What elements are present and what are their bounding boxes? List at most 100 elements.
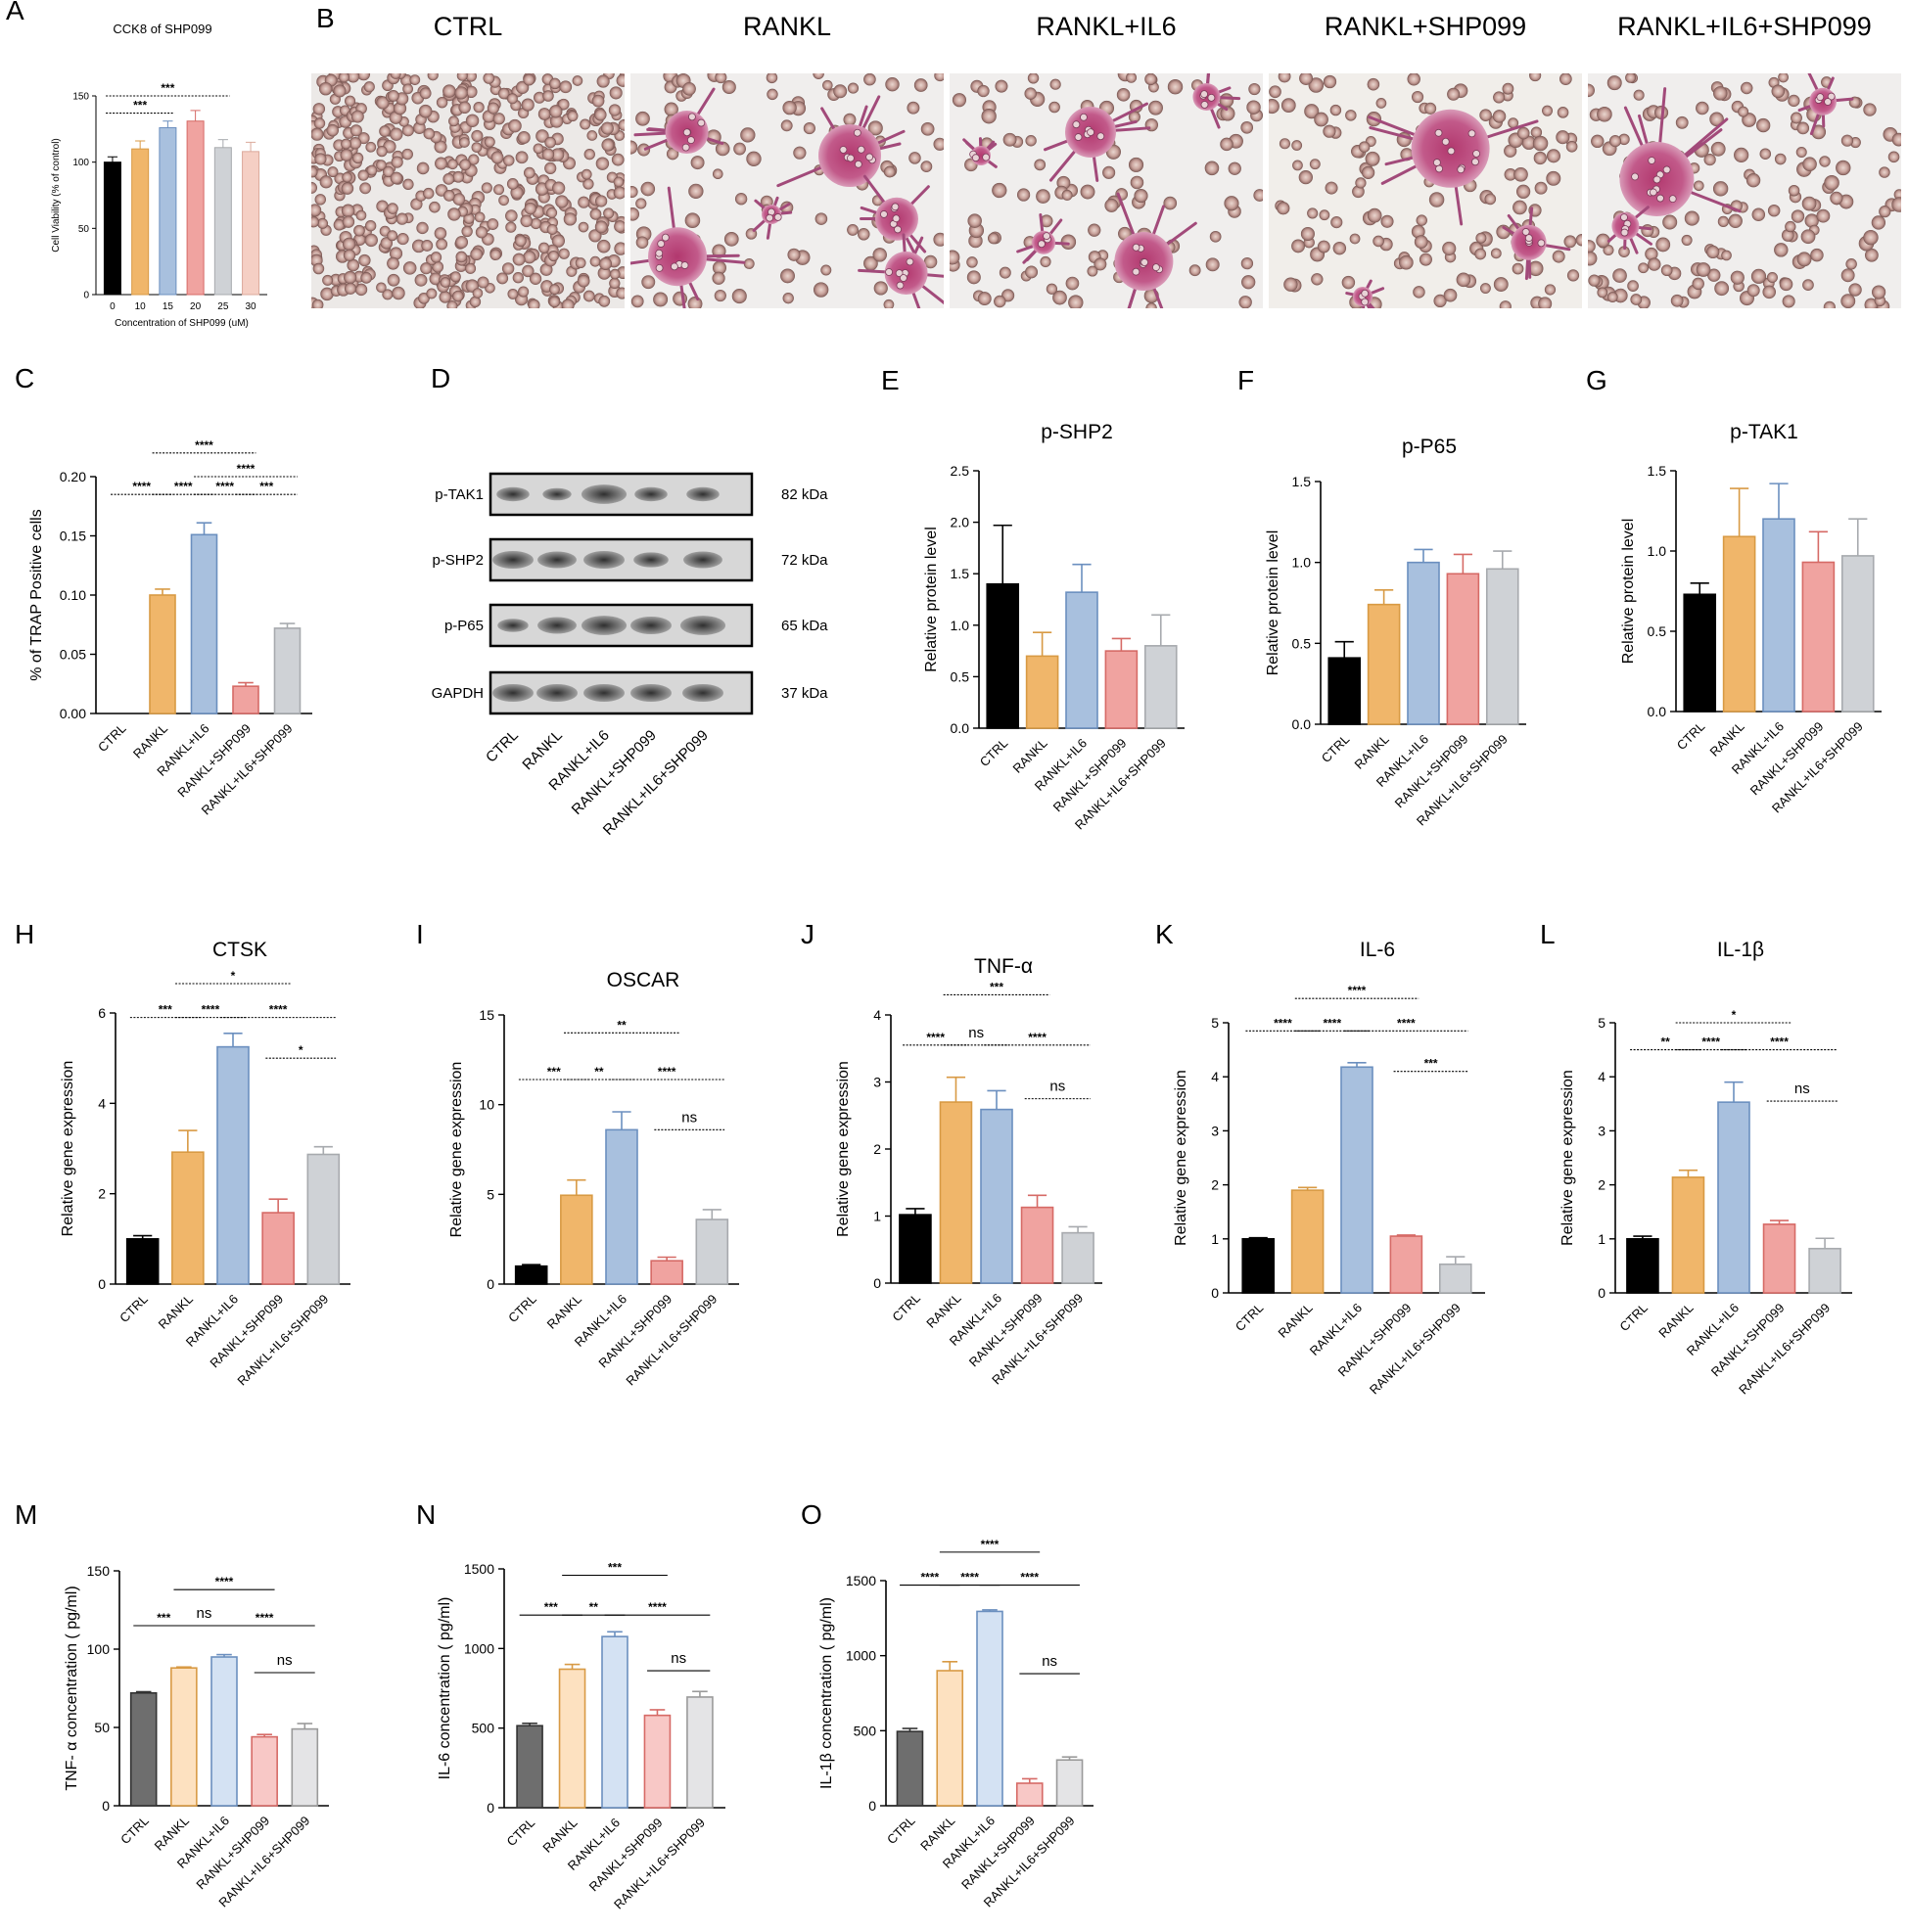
- y-tick-label: 0.0: [1648, 704, 1667, 719]
- cell-mark: [1220, 137, 1233, 152]
- cell-mark: [1660, 264, 1673, 277]
- y-tick-label: 0.5: [1648, 623, 1667, 639]
- chart-title: IL-1β: [1717, 939, 1764, 961]
- cell-mark: [1751, 207, 1766, 221]
- cell-mark: [465, 262, 477, 274]
- bar: [1683, 593, 1717, 713]
- cell-mark: [1224, 196, 1239, 211]
- cell-mark: [423, 127, 436, 140]
- y-tick-label: 50: [94, 1720, 110, 1735]
- cell-mark: [1025, 265, 1039, 279]
- significance-label: ****: [926, 1031, 945, 1044]
- cell-mark: [1209, 230, 1222, 243]
- x-tick-label: 20: [190, 301, 202, 312]
- y-tick-label: 2.0: [951, 515, 970, 530]
- nucleus-mark: [854, 160, 862, 168]
- cell-mark: [340, 149, 353, 161]
- cell-mark: [611, 153, 625, 166]
- panel-label-d: D: [431, 363, 450, 393]
- cell-mark: [1024, 87, 1037, 100]
- cell-mark: [653, 292, 669, 307]
- cell-mark: [1552, 250, 1565, 263]
- cell-mark: [390, 171, 403, 185]
- cell-mark: [1238, 296, 1252, 308]
- cell-mark: [341, 204, 355, 218]
- cell-mark: [548, 296, 561, 308]
- cell-mark: [595, 195, 608, 207]
- cell-mark: [1538, 297, 1553, 308]
- y-tick-label: 4: [1211, 1069, 1219, 1084]
- y-tick-label: 1.0: [951, 618, 970, 633]
- y-tick-label: 50: [78, 224, 90, 235]
- cell-mark: [390, 127, 403, 141]
- cell-mark: [822, 79, 833, 91]
- cell-mark: [583, 149, 595, 161]
- bar: [1808, 1247, 1841, 1294]
- cell-mark: [1456, 272, 1471, 288]
- nucleus-mark: [681, 143, 690, 152]
- cell-mark: [1358, 141, 1371, 153]
- nucleus-mark: [1537, 239, 1546, 248]
- bar: [1722, 535, 1756, 713]
- cell-mark: [1872, 285, 1886, 299]
- chart-title: CCK8 of SHP099: [113, 22, 211, 36]
- cell-mark: [505, 221, 517, 233]
- cell-mark: [442, 190, 455, 202]
- bar: [216, 1045, 250, 1285]
- cell-mark: [1424, 102, 1437, 115]
- cell-mark: [635, 236, 649, 250]
- cell-mark: [1675, 115, 1689, 129]
- y-axis-label: Relative protein level: [923, 527, 940, 672]
- cell-mark: [594, 220, 608, 234]
- cell-mark: [950, 250, 960, 265]
- cell-mark: [1291, 239, 1305, 253]
- cell-mark: [344, 270, 357, 285]
- nucleus-mark: [697, 118, 706, 127]
- significance-label: ***: [547, 1065, 561, 1079]
- chart-title: CTSK: [212, 939, 267, 961]
- cell-mark: [1298, 169, 1313, 185]
- nucleus-mark: [1087, 128, 1094, 136]
- significance-label: ****: [269, 1003, 288, 1017]
- cell-mark: [520, 214, 534, 228]
- cell-mark: [490, 151, 504, 164]
- cell-mark: [1559, 73, 1572, 85]
- micrograph-label: RANKL+SHP099: [1325, 12, 1526, 41]
- significance-label: ****: [215, 480, 234, 493]
- cell-mark: [913, 78, 928, 92]
- chart-title: OSCAR: [607, 969, 680, 991]
- cell-mark: [512, 272, 524, 284]
- cell-mark: [934, 73, 944, 82]
- cell-mark: [396, 212, 408, 225]
- nucleus-mark: [894, 225, 902, 234]
- nucleus-mark: [1649, 188, 1657, 197]
- cell-mark: [1490, 248, 1502, 259]
- y-axis-label: Relative gene expression: [448, 1062, 465, 1238]
- significance-label: ***: [608, 1561, 622, 1575]
- cell-mark: [813, 282, 829, 298]
- cell-mark: [1040, 255, 1051, 268]
- lane-label: RANKL+SHP099: [569, 727, 660, 818]
- cell-mark: [1591, 134, 1605, 149]
- cell-mark: [311, 165, 318, 178]
- cell-mark: [333, 84, 347, 98]
- cell-mark: [555, 195, 569, 208]
- cell-mark: [376, 96, 390, 110]
- cell-mark: [614, 242, 625, 255]
- x-tick-label: CTRL: [504, 1816, 538, 1850]
- cell-mark: [616, 287, 625, 299]
- cell-mark: [1269, 98, 1280, 115]
- cell-mark: [1638, 262, 1650, 274]
- nucleus-mark: [1656, 194, 1664, 203]
- cell-mark: [721, 79, 736, 95]
- chart-title: TNF-α: [974, 955, 1033, 978]
- cell-mark: [1291, 140, 1303, 151]
- cell-mark: [1332, 241, 1347, 255]
- x-tick-label: RANKL+SHP099: [586, 1816, 666, 1895]
- cell-mark: [327, 166, 339, 178]
- cell-mark: [541, 148, 555, 161]
- cell-mark: [455, 251, 468, 263]
- cell-mark: [326, 123, 339, 137]
- cell-mark: [1246, 100, 1261, 115]
- cell-mark: [603, 207, 615, 219]
